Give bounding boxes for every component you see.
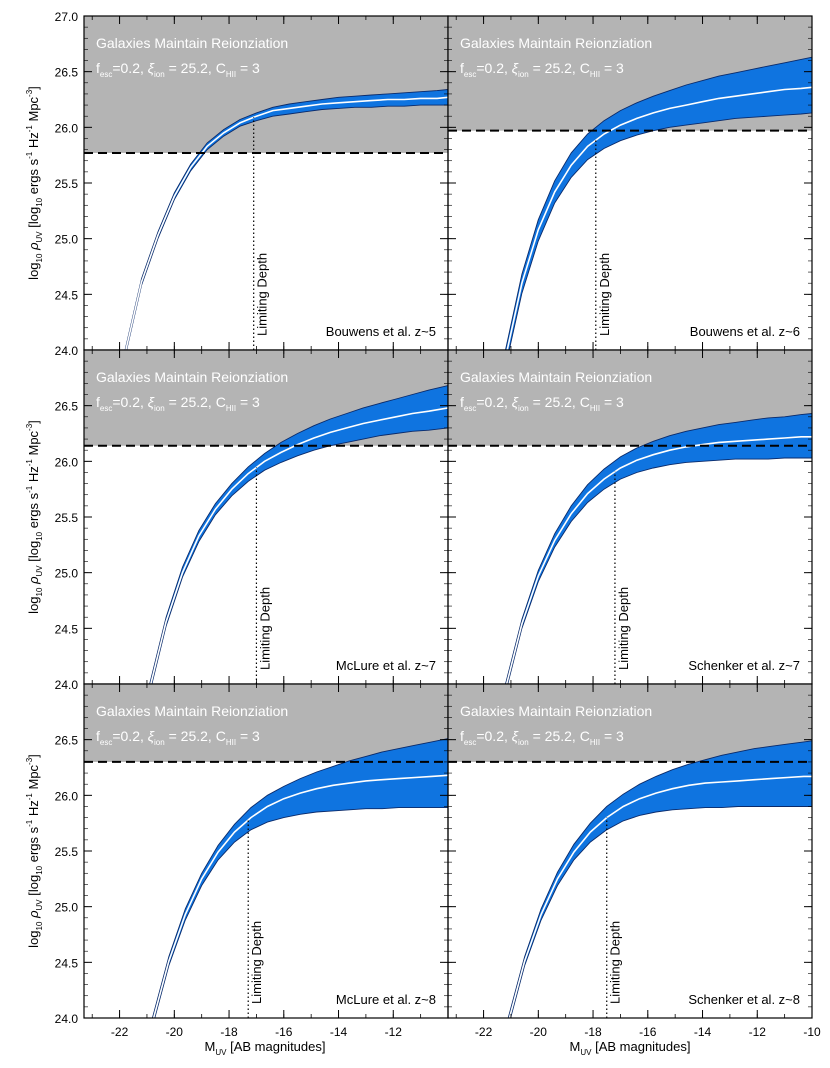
band-title: Galaxies Maintain Reionziation	[96, 369, 288, 385]
y-tick-label: 24.0	[55, 678, 79, 692]
band-params: fesc=0.2, ξion = 25.2, CHII = 3	[96, 394, 260, 413]
x-label-sub: UV	[215, 1048, 227, 1057]
limiting-depth-label: Limiting Depth	[616, 587, 631, 670]
panel-1: 24.0 24.5 25.0 25.5 26.0 26.5 27.0 Galaxies Mai…	[25, 10, 449, 358]
central-curve	[152, 774, 448, 1018]
x-axis-label: MUV [AB magnitudes]	[570, 1039, 691, 1057]
band-title: Galaxies Maintain Reionziation	[460, 369, 652, 385]
y-tick-label: 24.5	[55, 288, 79, 302]
y-tick-label: 26.0	[55, 789, 79, 803]
limiting-depth-label: Limiting Depth	[257, 587, 272, 670]
x-tick-label: -10	[803, 1025, 821, 1039]
x-tick-label: -18	[584, 1025, 602, 1039]
central-curve	[149, 407, 448, 684]
panel-label: McLure et al. z~8	[336, 992, 436, 1007]
uncertainty-band	[124, 89, 448, 350]
x-label-rest: [AB magnitudes]	[226, 1039, 325, 1054]
reionization-region	[84, 16, 448, 153]
y-tick-label: 25.5	[55, 177, 79, 191]
reionization-region	[84, 684, 448, 762]
y-tick-label: 24.0	[55, 1012, 79, 1026]
uncertainty-band	[505, 413, 812, 684]
central-curve	[505, 435, 812, 684]
band-params: fesc=0.2, ξion = 25.2, CHII = 3	[96, 60, 260, 79]
x-tick-label: -18	[220, 1025, 238, 1039]
band-title: Galaxies Maintain Reionziation	[96, 703, 288, 719]
central-curve	[506, 86, 812, 350]
panel-2: Galaxies Maintain Reionziation fesc=0.2, …	[447, 15, 813, 351]
y-axis-label: log10 ρUV [log10 ergs s-1 Hz-1 Mpc-3]	[25, 754, 44, 948]
x-axis-label: MUV [AB magnitudes]	[205, 1039, 326, 1057]
y-tick-label: 25.0	[55, 567, 79, 581]
panel-frame	[447, 683, 813, 1019]
panel-label: Schenker et al. z~8	[688, 992, 800, 1007]
x-label-main: M	[570, 1039, 581, 1054]
limiting-depth-label: Limiting Depth	[608, 921, 623, 1004]
y-tick-label: 25.5	[55, 511, 79, 525]
uncertainty-band	[507, 740, 812, 1018]
x-tick-label: -12	[749, 1025, 767, 1039]
central-curve	[508, 775, 812, 1018]
y-tick-label: 24.0	[55, 344, 79, 358]
limiting-depth-label: Limiting Depth	[597, 253, 612, 336]
panel-5: 24.0 24.5 25.0 25.5 26.0 26.5 -22 -20 -18 -16 -14 -…	[25, 683, 449, 1039]
band-params: fesc=0.2, ξion = 25.2, CHII = 3	[460, 394, 624, 413]
uncertainty-band	[505, 56, 812, 350]
panel-6: -22 -20 -18 -16 -14 -12 -10 Galaxies Maintain R…	[447, 683, 821, 1039]
x-tick-label: -22	[475, 1025, 493, 1039]
x-tick-label: -16	[639, 1025, 657, 1039]
band-params: fesc=0.2, ξion = 25.2, CHII = 3	[460, 728, 624, 747]
band-title: Galaxies Maintain Reionziation	[96, 35, 288, 51]
central-curve	[125, 96, 448, 350]
x-tick-label: -22	[111, 1025, 129, 1039]
y-tick-label: 25.5	[55, 845, 79, 859]
uncertainty-band	[151, 738, 448, 1018]
panel-label: Schenker et al. z~7	[688, 658, 800, 673]
y-axis-label: log10 ρUV [log10 ergs s-1 Hz-1 Mpc-3]	[25, 86, 44, 280]
band-params: fesc=0.2, ξion = 25.2, CHII = 3	[460, 60, 624, 79]
y-axis-label: log10 ρUV [log10 ergs s-1 Hz-1 Mpc-3]	[25, 420, 44, 614]
panel-label: McLure et al. z~7	[336, 658, 436, 673]
x-tick-label: -20	[166, 1025, 184, 1039]
y-tick-label: 27.0	[55, 10, 79, 24]
y-tick-label: 26.5	[55, 400, 79, 414]
x-tick-label: -14	[694, 1025, 712, 1039]
y-tick-label: 26.0	[55, 455, 79, 469]
y-tick-label: 25.0	[55, 901, 79, 915]
y-tick-label: 24.5	[55, 622, 79, 636]
x-tick-label: -14	[330, 1025, 348, 1039]
x-label-sub: UV	[580, 1048, 592, 1057]
y-tick-label: 24.5	[55, 956, 79, 970]
band-params: fesc=0.2, ξion = 25.2, CHII = 3	[96, 728, 260, 747]
panel-label: Bouwens et al. z~6	[690, 324, 800, 339]
x-label-rest: [AB magnitudes]	[591, 1039, 690, 1054]
panel-label: Bouwens et al. z~5	[326, 324, 436, 339]
x-label-main: M	[205, 1039, 216, 1054]
x-tick-label: -16	[275, 1025, 293, 1039]
x-tick-label: -20	[530, 1025, 548, 1039]
panel-4: Galaxies Maintain Reionziation fesc=0.2, …	[447, 349, 813, 685]
x-tick-label: -12	[385, 1025, 403, 1039]
band-title: Galaxies Maintain Reionziation	[460, 35, 652, 51]
y-tick-label: 25.0	[55, 233, 79, 247]
y-tick-label: 26.5	[55, 66, 79, 80]
limiting-depth-label: Limiting Depth	[249, 921, 264, 1004]
panel-3: 24.0 24.5 25.0 25.5 26.0 26.5 Galaxies Maintai…	[25, 349, 449, 692]
y-tick-label: 26.0	[55, 121, 79, 135]
y-tick-label: 26.5	[55, 734, 79, 748]
band-title: Galaxies Maintain Reionziation	[460, 703, 652, 719]
limiting-depth-label: Limiting Depth	[255, 253, 270, 336]
